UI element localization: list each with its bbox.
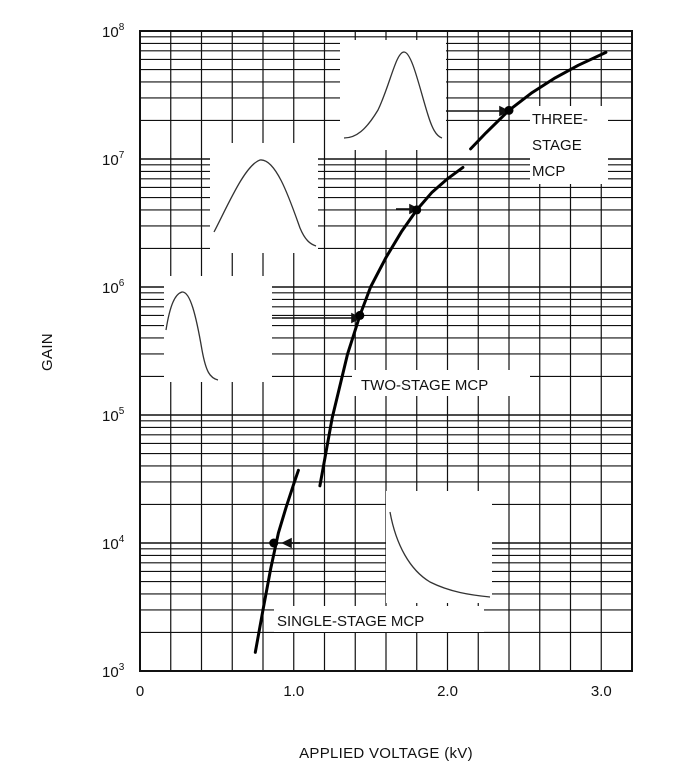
y-axis-title: GAIN: [39, 333, 56, 371]
annotation-two-stage: TWO-STAGE MCP: [361, 377, 488, 394]
data-marker-2: [355, 310, 365, 320]
x-tick-label: 3.0: [591, 683, 612, 700]
markers-layer: [269, 105, 514, 548]
annotation-three-stage-line3: MCP: [532, 163, 565, 180]
single-stage-label-box: [274, 606, 484, 632]
three-stage-label-box: [530, 106, 608, 184]
inset-two-stage-pulse-narrow: [164, 276, 272, 382]
x-tick-label: 2.0: [437, 683, 458, 700]
y-tick-label: 104: [102, 534, 125, 553]
series-line-3: [469, 50, 608, 151]
x-tick-label: 0: [136, 683, 144, 700]
y-tick-label: 107: [102, 150, 125, 169]
x-axis-title: APPLIED VOLTAGE (kV): [299, 745, 473, 762]
data-marker-1: [269, 538, 279, 548]
two-stage-label-box: [352, 370, 530, 396]
y-tick-labels: 103 104 105 106 107 108: [102, 22, 125, 681]
annotation-three-stage-line2: STAGE: [532, 137, 582, 154]
data-marker-3: [412, 205, 422, 215]
y-tick-label: 103: [102, 662, 125, 681]
annotation-single-stage: SINGLE-STAGE MCP: [277, 613, 424, 630]
x-tick-label: 1.0: [283, 683, 304, 700]
annotation-three-stage-line1: THREE-: [532, 111, 588, 128]
series-line-2: [318, 165, 465, 488]
y-tick-label: 105: [102, 406, 125, 425]
series-line-1: [253, 468, 300, 654]
y-tick-label: 108: [102, 22, 125, 41]
plot-frame: [139, 30, 633, 672]
inset-single-stage-pulse: [386, 491, 492, 603]
inset-three-stage-pulse: [340, 40, 446, 150]
inset-two-stage-pulse-wide: [210, 143, 318, 253]
data-marker-4: [504, 105, 514, 115]
x-tick-labels: 0 1.0 2.0 3.0: [136, 683, 612, 700]
series-layer: [253, 50, 608, 654]
y-tick-label: 106: [102, 278, 125, 297]
